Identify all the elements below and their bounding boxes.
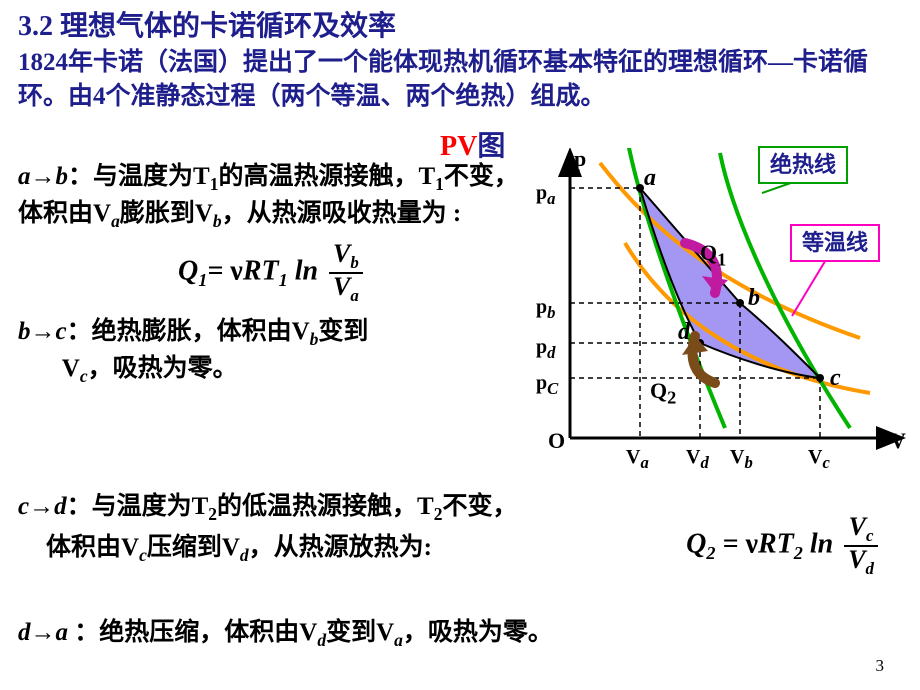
q2-label: Q2 — [650, 376, 676, 410]
page-number: 3 — [876, 655, 885, 678]
point-c-label: c — [830, 362, 841, 394]
section-heading: 3.2 理想气体的卡诺循环及效率 — [0, 0, 920, 46]
step-bc: b→c：绝热膨胀，体积由Vb变到 Vc，吸热为零。 — [18, 315, 538, 388]
axis-v-label: V — [890, 426, 906, 456]
steps-block: a→b：与温度为T1的高温热源接触，T1不变，体积由Va膨胀到Vb，从热源吸收热… — [18, 160, 538, 395]
intro-text: 1824年卡诺（法国）提出了一个能体现热机循环基本特征的理想循环—卡诺循环。由4… — [0, 46, 920, 114]
axis-p-label: p — [574, 144, 586, 174]
lower-steps: c→d：与温度为T2的低温热源接触，T2不变， 体积由Vc压缩到Vd，从热源放热… — [18, 490, 898, 571]
tick-pc: pC — [536, 370, 558, 401]
equation-q2-wrap: Q2 = νRT2 ln Vc Vd — [686, 514, 878, 578]
tick-vc: Vc — [808, 444, 830, 475]
pv-diagram: p V O pa pb pd pC Va Vd Vb Vc a b c d Q1… — [530, 148, 910, 478]
q1-label: Q1 — [700, 238, 726, 272]
tick-va: Va — [626, 444, 649, 475]
tick-vb: Vb — [730, 444, 753, 475]
point-b-label: b — [748, 282, 760, 314]
tick-vd: Vd — [686, 444, 709, 475]
point-d-label: d — [678, 316, 690, 348]
tick-pb: pb — [536, 294, 555, 325]
equation-q2: Q2 = νRT2 ln Vc Vd — [686, 514, 878, 578]
origin-label: O — [548, 426, 565, 456]
point-a-label: a — [644, 162, 656, 194]
pv-text: PV — [440, 131, 477, 162]
tick-pa: pa — [536, 180, 555, 211]
step-ab: a→b：与温度为T1的高温热源接触，T1不变，体积由Va膨胀到Vb，从热源吸收热… — [18, 160, 538, 233]
pv-suffix: 图 — [477, 131, 505, 162]
tick-pd: pd — [536, 334, 555, 365]
equation-q1: Q1= νRT1 ln Vb Va — [178, 241, 538, 305]
legend-adiabatic: 绝热线 — [758, 146, 848, 184]
step-da: d→a ：绝热压缩，体积由Vd变到Va，吸热为零。 — [18, 616, 898, 659]
legend-isothermal: 等温线 — [790, 224, 880, 262]
